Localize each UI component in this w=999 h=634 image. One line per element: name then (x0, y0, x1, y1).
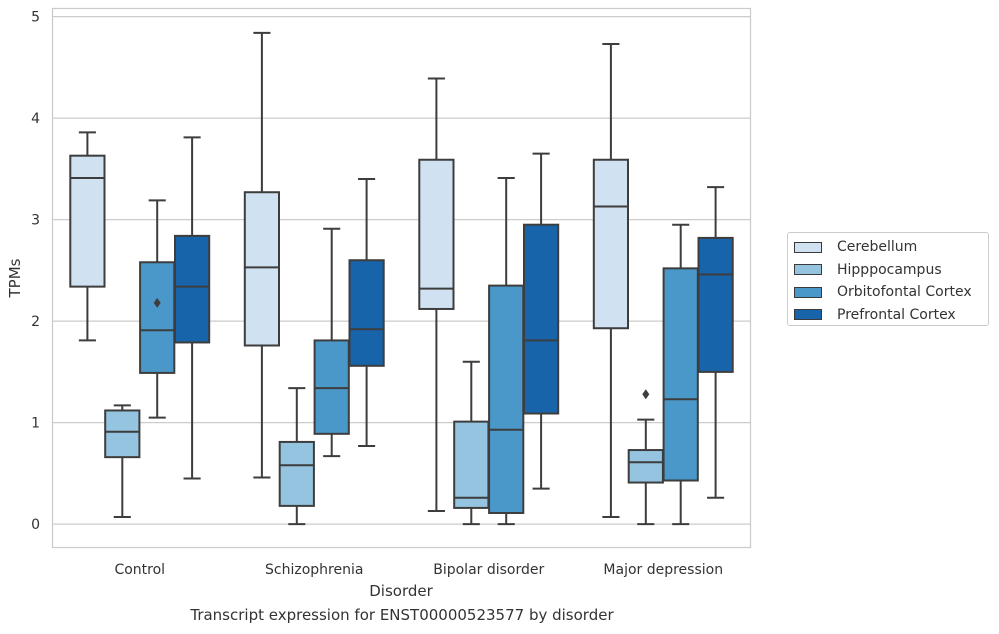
box-group (104, 404, 141, 519)
chart-caption: Transcript expression for ENST0000052357… (190, 606, 614, 624)
box (453, 420, 490, 509)
box (627, 449, 664, 484)
box-group (278, 387, 315, 526)
box-group (348, 178, 385, 447)
box (104, 409, 141, 459)
y-tick-labels: 0 1 2 3 4 5 (31, 10, 40, 534)
box (522, 223, 560, 415)
x-tick-label: Schizophrenia (265, 562, 363, 578)
x-tick-labels: Control Schizophrenia Bipolar disorder Majo… (114, 562, 723, 578)
box (313, 339, 350, 435)
legend-item-cerebellum: Cerebellum (794, 236, 988, 259)
y-tick-label: 0 (31, 517, 40, 533)
box (69, 154, 106, 288)
box (592, 158, 630, 330)
box-group (173, 136, 211, 480)
y-tick-label: 3 (31, 213, 40, 229)
box-group (418, 77, 455, 512)
box-groups (69, 31, 734, 526)
y-tick-label: 4 (31, 111, 40, 127)
box-group (522, 152, 560, 490)
box-group (662, 223, 699, 526)
box-group (697, 186, 734, 499)
box-group (627, 389, 664, 526)
flier-marker (153, 297, 161, 308)
legend-swatch-orbitofrontal-cortex (794, 286, 822, 298)
x-tick-label: Bipolar disorder (433, 562, 544, 578)
box-group (488, 177, 525, 526)
box (697, 236, 734, 373)
plot-frame (51, 7, 752, 549)
box-group (139, 199, 176, 419)
box (139, 261, 176, 374)
box (173, 234, 211, 344)
box (278, 440, 315, 507)
box-group (453, 360, 490, 526)
legend: Cerebellum Hipppocampus Orbitofontal Cor… (787, 232, 989, 326)
box-group (69, 131, 106, 342)
legend-label: Prefrontal Cortex (837, 306, 956, 323)
legend-item-prefrontal-cortex: Prefrontal Cortex (794, 304, 988, 327)
legend-swatch-prefrontal-cortex (794, 309, 822, 321)
box-group (243, 31, 281, 479)
legend-label: Cerebellum (837, 239, 918, 256)
legend-item-orbitofrontal-cortex: Orbitofontal Cortex (794, 281, 988, 304)
y-tick-label: 2 (31, 314, 40, 330)
y-tick-label: 5 (31, 10, 40, 26)
legend-item-hippocampus: Hipppocampus (794, 259, 988, 282)
box-group (592, 43, 630, 519)
legend-label: Orbitofontal Cortex (837, 284, 972, 301)
box (662, 267, 699, 482)
legend-swatch-cerebellum (794, 241, 822, 253)
x-tick-label: Major depression (603, 562, 723, 578)
y-axis-label: TPMs (6, 258, 24, 298)
flier-marker (642, 389, 650, 400)
box (348, 259, 385, 367)
legend-label: Hipppocampus (837, 261, 942, 278)
legend-swatch-hippocampus (794, 264, 822, 276)
y-tick-label: 1 (31, 416, 40, 432)
box (418, 158, 455, 310)
box-group (313, 227, 350, 458)
box (488, 284, 525, 514)
x-tick-label: Control (114, 562, 165, 578)
box (243, 191, 281, 347)
x-axis-label: Disorder (369, 582, 433, 600)
